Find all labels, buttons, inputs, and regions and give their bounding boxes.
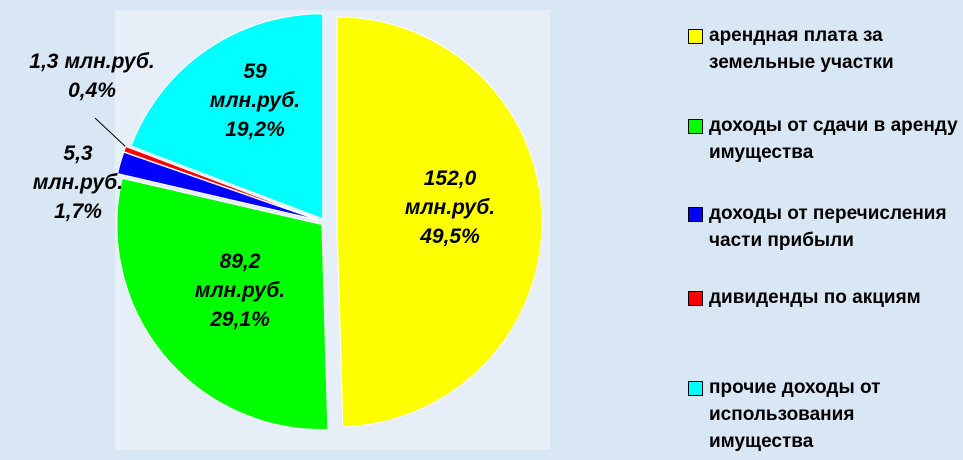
data-label: 1,3 млн.руб. 0,4%: [29, 50, 154, 102]
unit-label: млн.руб.: [65, 50, 155, 73]
legend-label: доходы от перечисления части прибыли: [709, 203, 947, 251]
value-label: 89,2: [220, 250, 261, 273]
legend-label: доходы от сдачи в аренду имущества: [709, 115, 958, 163]
legend-label: прочие доходы от использования имущества: [709, 377, 881, 452]
legend-item: арендная плата за земельные участки: [688, 22, 963, 76]
legend-swatch: [688, 119, 703, 134]
legend-swatch: [688, 207, 703, 222]
legend-item: прочие доходы от использования имущества: [688, 374, 963, 455]
value-label: 1,3: [29, 50, 59, 73]
legend-label: дивиденды по акциям: [709, 287, 921, 308]
percent-label: 0,4%: [68, 79, 116, 102]
pie-slice: [130, 13, 324, 220]
legend-item: доходы от сдачи в аренду имущества: [688, 112, 963, 166]
legend-label: арендная плата за земельные участки: [709, 25, 894, 73]
percent-label: 49,5%: [419, 225, 480, 248]
pie-slice: [116, 177, 329, 430]
data-label: 152,0 млн.руб. 49,5%: [405, 167, 495, 248]
legend-item: дивиденды по акциям: [688, 284, 963, 311]
data-label: 89,2 млн.руб. 29,1%: [195, 250, 285, 331]
legend-item: доходы от перечисления части прибыли: [688, 200, 963, 254]
pie-slice: [116, 151, 318, 221]
percent-label: 19,2%: [225, 118, 285, 141]
unit-label: млн.руб.: [195, 279, 285, 302]
pie-slice: [123, 145, 318, 220]
unit-label: млн.руб.: [33, 171, 123, 194]
percent-label: 29,1%: [209, 308, 270, 331]
unit-label: млн.руб.: [405, 196, 495, 219]
pie-slice: [336, 16, 543, 428]
legend-swatch: [688, 291, 703, 306]
unit-label: млн.руб.: [210, 89, 300, 112]
leader-line: [94, 117, 128, 149]
value-label: 5,3: [63, 142, 93, 165]
value-label: 152,0: [424, 167, 477, 190]
value-label: 59: [243, 60, 267, 83]
legend-swatch: [688, 29, 703, 44]
data-label: 59 млн.руб. 19,2%: [210, 60, 300, 141]
legend-swatch: [688, 381, 703, 396]
data-label: 5,3 млн.руб. 1,7%: [33, 142, 123, 223]
percent-label: 1,7%: [54, 200, 102, 223]
